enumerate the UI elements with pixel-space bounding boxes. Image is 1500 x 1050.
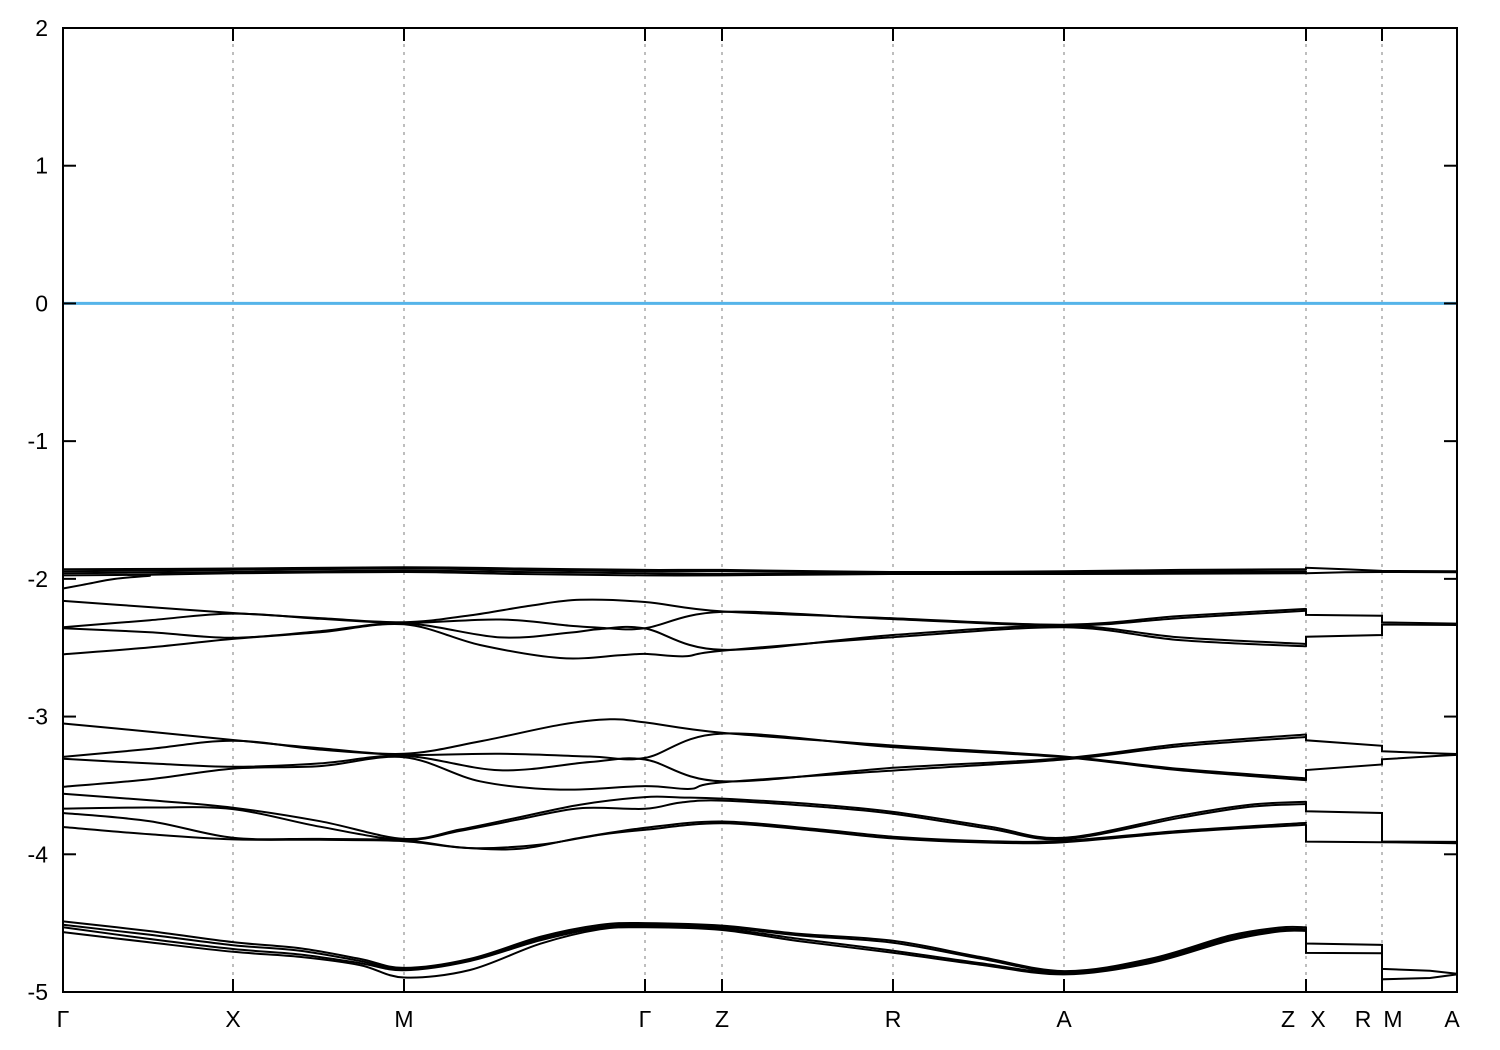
band-segment-line — [1305, 608, 1458, 625]
y-tick-label: -4 — [28, 841, 49, 867]
y-tick-label: 0 — [35, 290, 48, 316]
axis-labels-group: 210-1-2-3-4-5Γ X M Γ Z R A Z X R M A — [28, 15, 1461, 1032]
band-line — [62, 923, 1307, 974]
y-tick-label: -1 — [28, 428, 48, 454]
band-line — [62, 567, 1307, 574]
band-segment-line — [1305, 824, 1458, 845]
x-tick-label: M — [1383, 1006, 1402, 1032]
y-tick-label: 1 — [35, 153, 48, 179]
x-tick-label: R — [1355, 1006, 1372, 1032]
band-segment-line — [1305, 570, 1458, 575]
x-tick-label: X — [225, 1006, 240, 1032]
x-tick-label: M — [394, 1006, 413, 1032]
y-tick-label: -2 — [28, 566, 48, 592]
axes-border-group — [62, 27, 1458, 993]
band-line — [62, 718, 1307, 780]
x-tick-label: Γ — [57, 1006, 70, 1032]
band-line — [62, 732, 1307, 782]
x-tick-label: Z — [1281, 1006, 1295, 1032]
band-line — [62, 920, 1307, 973]
band-segment-line — [1305, 734, 1458, 755]
y-tick-label: -3 — [28, 704, 48, 730]
y-tick-label: -5 — [28, 979, 48, 1005]
x-tick-label: R — [885, 1006, 902, 1032]
x-tick-label: Γ — [639, 1006, 652, 1032]
band-line — [62, 926, 1307, 979]
band-line — [62, 622, 1307, 660]
band-line — [62, 792, 1307, 841]
band-segment-line — [1305, 566, 1458, 573]
plot-border — [62, 27, 1458, 993]
y-tick-label: 2 — [35, 15, 48, 41]
x-tick-label: A — [1056, 1006, 1072, 1032]
band-line — [62, 622, 1307, 651]
band-line — [62, 736, 1307, 791]
band-line — [62, 822, 1307, 850]
band-line — [62, 598, 1307, 626]
axis-ticks-group — [63, 27, 1457, 993]
band-lines-group — [62, 566, 1458, 981]
band-line — [62, 574, 151, 590]
band-line — [62, 566, 1307, 574]
x-tick-label: Z — [715, 1006, 729, 1032]
band-segment-line — [1305, 753, 1458, 781]
band-line — [62, 925, 1307, 975]
band-line — [62, 733, 1307, 783]
band-segment-line — [1305, 801, 1458, 843]
band-segment-line — [1305, 623, 1458, 647]
gridlines-group — [232, 28, 1383, 992]
x-tick-label: X — [1310, 1006, 1325, 1032]
x-tick-label: A — [1444, 1006, 1460, 1032]
band-line — [62, 570, 1307, 577]
band-line — [62, 799, 1307, 841]
band-line — [62, 609, 1307, 631]
band-segment-line — [1305, 930, 1458, 981]
